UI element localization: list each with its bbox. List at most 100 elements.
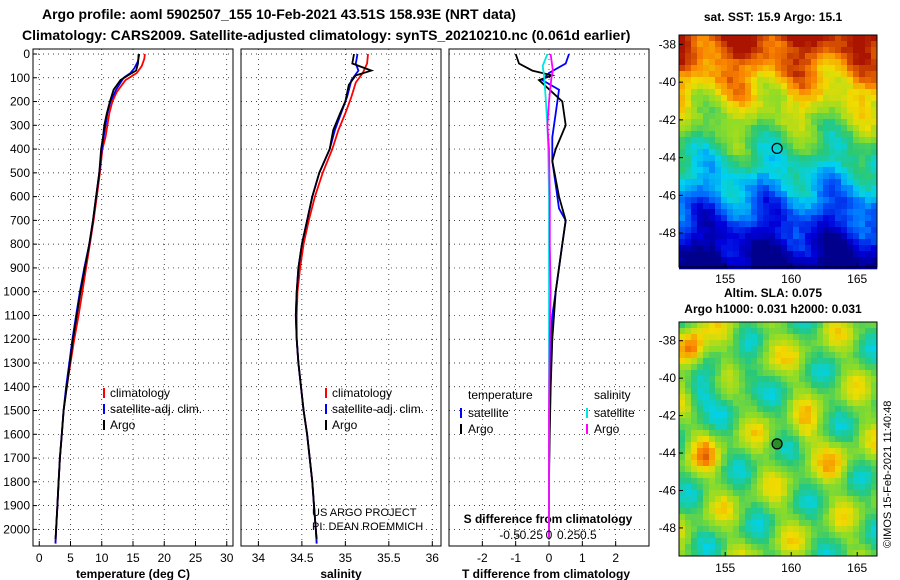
sst-map-cell (775, 89, 782, 96)
sst-map-cell (775, 233, 782, 240)
sla-map-cell (757, 538, 764, 545)
sst-map-cell (727, 101, 734, 108)
sla-map-cell (739, 460, 746, 467)
sla-map-cell (727, 334, 734, 341)
series-line-satellite-adj-clim- (294, 53, 360, 544)
sla-map-cell (793, 388, 800, 395)
sst-map-cell (691, 185, 698, 192)
sst-map-cell (751, 233, 758, 240)
sst-map-cell (721, 251, 728, 258)
sst-map-cell (715, 65, 722, 72)
sst-map-cell (823, 167, 830, 174)
sla-map-cell (745, 364, 752, 371)
sst-map-cell (709, 209, 716, 216)
sla-map-cell (727, 376, 734, 383)
sst-map-cell (709, 71, 716, 78)
sst-map-cell (841, 215, 848, 222)
sla-map-cell (691, 406, 698, 413)
sst-map-cell (739, 161, 746, 168)
sla-map-cell (679, 472, 686, 479)
sst-map-cell (751, 161, 758, 168)
sla-map-cell (781, 508, 788, 515)
sst-map-cell (853, 167, 860, 174)
sla-map-cell (733, 460, 740, 467)
sla-map-cell (721, 514, 728, 521)
sst-map-cell (871, 113, 878, 120)
sst-map-cell (745, 137, 752, 144)
sst-map-cell (703, 77, 710, 84)
sst-map-cell (823, 257, 830, 264)
sla-map-cell (733, 364, 740, 371)
sla-map-cell (769, 352, 776, 359)
sla-map-cell (763, 436, 770, 443)
sst-map-cell (829, 83, 836, 90)
sla-map-cell (745, 376, 752, 383)
sst-map-cell (865, 83, 872, 90)
sst-map-cell (739, 77, 746, 84)
sst-map-cell (679, 191, 686, 198)
sst-map-xtick-label: 160 (781, 272, 801, 286)
sla-map-cell (805, 544, 812, 551)
sla-map-cell (829, 550, 836, 557)
sst-map-cell (787, 197, 794, 204)
sla-map-cell (769, 490, 776, 497)
sst-map-cell (757, 155, 764, 162)
sla-map-cell (733, 532, 740, 539)
sst-map-cell (751, 107, 758, 114)
sst-map-cell (865, 167, 872, 174)
sla-map-cell (709, 376, 716, 383)
sst-map-cell (793, 155, 800, 162)
sla-map-cell (793, 550, 800, 557)
sst-map-cell (685, 125, 692, 132)
sst-map-cell (721, 77, 728, 84)
sst-map-cell (697, 191, 704, 198)
sla-map-cell (715, 448, 722, 455)
sla-map-cell (823, 382, 830, 389)
sst-map-cell (685, 47, 692, 54)
sla-map-cell (787, 478, 794, 485)
sst-map-cell (823, 89, 830, 96)
legend-header: salinity (594, 388, 631, 402)
sla-map-cell (709, 328, 716, 335)
sst-map-cell (727, 137, 734, 144)
sla-map-cell (865, 508, 872, 515)
sst-map-cell (769, 71, 776, 78)
sst-map-cell (781, 89, 788, 96)
sla-map-cell (679, 358, 686, 365)
sla-map-cell (793, 478, 800, 485)
sla-map-cell (763, 376, 770, 383)
sst-map-cell (769, 203, 776, 210)
sla-map-cell (715, 412, 722, 419)
sla-map-cell (841, 406, 848, 413)
sla-map-cell (829, 394, 836, 401)
sst-map-cell (865, 215, 872, 222)
sla-map-cell (799, 340, 806, 347)
sst-map-cell (775, 191, 782, 198)
sla-map-cell (835, 448, 842, 455)
sla-map-cell (679, 448, 686, 455)
sst-map-cell (727, 251, 734, 258)
sst-map-cell (763, 245, 770, 252)
temp-xtick-label: 10 (95, 551, 109, 565)
sst-map-cell (847, 179, 854, 186)
sst-map-cell (871, 245, 878, 252)
sla-map-cell (745, 532, 752, 539)
diff-series-group (514, 53, 570, 539)
sst-map-cell (733, 185, 740, 192)
sst-map-cell (745, 227, 752, 234)
sst-map-cell (715, 53, 722, 60)
sst-map-cell (805, 155, 812, 162)
sla-map-cell (793, 364, 800, 371)
sst-map-cell (679, 209, 686, 216)
sst-map-cell (865, 149, 872, 156)
sst-map-cell (685, 167, 692, 174)
sla-map-cell (805, 442, 812, 449)
sla-map-cell (775, 412, 782, 419)
sst-map-cell (745, 233, 752, 240)
sst-map-cell (829, 89, 836, 96)
sst-map-cell (763, 41, 770, 48)
sst-map-cell (745, 143, 752, 150)
sla-map-cell (847, 550, 854, 557)
sst-map-cell (691, 143, 698, 150)
sla-map-cell (721, 328, 728, 335)
